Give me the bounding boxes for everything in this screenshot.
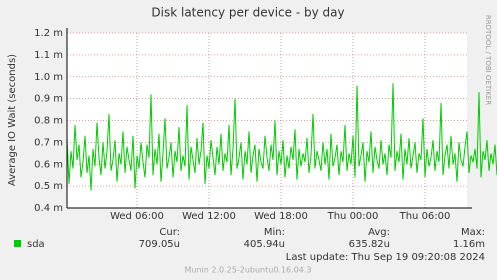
y-tick-label: 0.7 m xyxy=(34,137,63,148)
x-tick-label: Wed 18:00 xyxy=(254,211,308,222)
plot xyxy=(66,83,497,191)
y-tick-label: 1.1 m xyxy=(34,50,63,61)
legend-swatch xyxy=(14,240,21,247)
stat-value: 635.82u xyxy=(349,239,390,250)
x-tick-label: Thu 06:00 xyxy=(399,211,451,222)
y-tick-label: 1.2 m xyxy=(34,28,63,39)
y-tick-label: 0.5 m xyxy=(34,181,63,192)
stat-label: Avg: xyxy=(368,227,390,238)
stat-label: Min: xyxy=(264,227,285,238)
data-line xyxy=(66,83,497,191)
stat-value: 1.16m xyxy=(453,239,485,250)
x-tick-label: Wed 06:00 xyxy=(110,211,164,222)
x-tick-label: Thu 00:00 xyxy=(327,211,379,222)
side-text: RRDTOOL / TOBI OETIKER xyxy=(484,15,492,105)
x-tick-label: Wed 12:00 xyxy=(182,211,236,222)
y-tick-label: 0.9 m xyxy=(34,94,63,105)
stat-label: Cur: xyxy=(159,227,180,238)
stat-value: 405.94u xyxy=(244,239,285,250)
y-tick-label: 0.4 m xyxy=(34,203,63,214)
y-tick-label: 1.0 m xyxy=(34,72,63,83)
y-tick-label: 0.6 m xyxy=(34,159,63,170)
chart-title: Disk latency per device - by day xyxy=(151,6,344,20)
stat-label: Max: xyxy=(461,227,485,238)
y-tick-label: 0.8 m xyxy=(34,116,63,127)
stat-value: 709.05u xyxy=(139,239,180,250)
stats: Cur:709.05u Min:405.94u Avg:635.82u Max:1.1… xyxy=(139,227,485,250)
legend-label: sda xyxy=(27,239,45,250)
last-update: Last update: Thu Sep 19 09:20:08 2024 xyxy=(286,252,485,263)
footer: Munin 2.0.25-2ubuntu0.16.04.3 xyxy=(185,266,312,275)
y-axis-label: Average IO Wait (seconds) xyxy=(7,54,18,186)
